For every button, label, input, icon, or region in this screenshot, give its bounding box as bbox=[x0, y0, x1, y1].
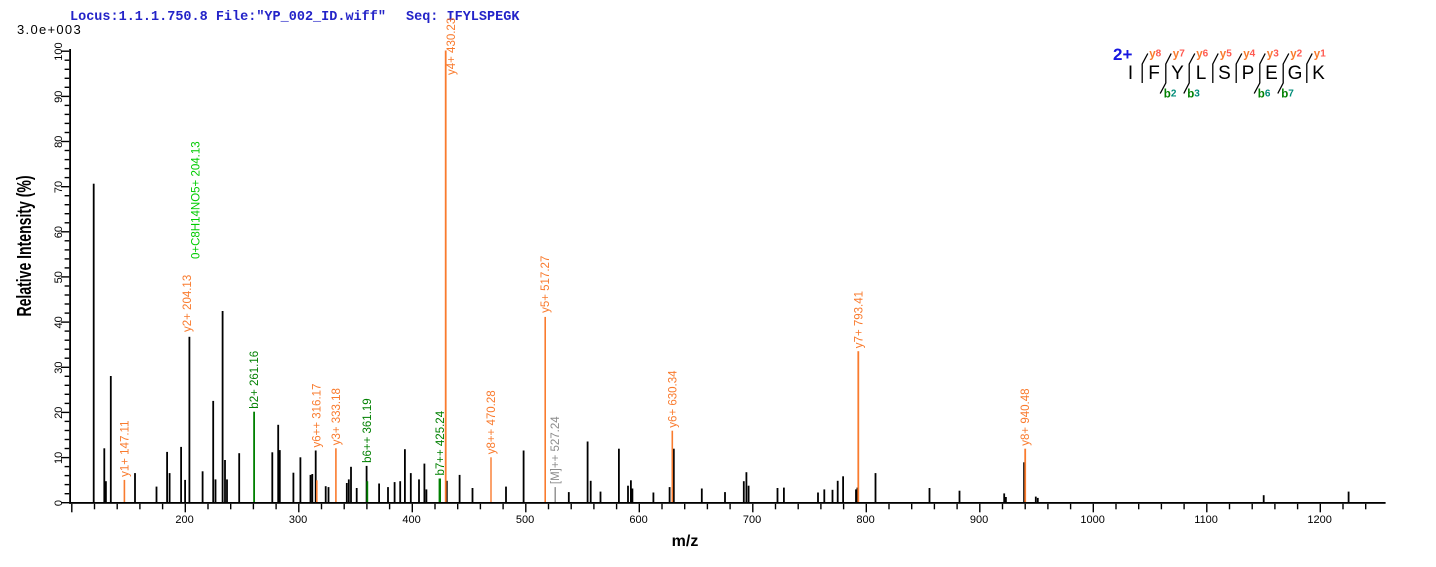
svg-text:K: K bbox=[1312, 63, 1325, 84]
svg-text:b7: b7 bbox=[1281, 89, 1294, 101]
svg-text:E: E bbox=[1265, 63, 1278, 84]
svg-text:y2+ 204.13: y2+ 204.13 bbox=[182, 275, 194, 332]
svg-text:3.0e+003: 3.0e+003 bbox=[17, 22, 82, 37]
svg-text:b2+ 261.16: b2+ 261.16 bbox=[249, 351, 261, 409]
svg-text:b6++ 361.19: b6++ 361.19 bbox=[362, 398, 374, 463]
svg-text:1000: 1000 bbox=[1080, 514, 1104, 526]
svg-text:Relative Intensity (%): Relative Intensity (%) bbox=[14, 176, 36, 317]
svg-text:P: P bbox=[1242, 63, 1255, 84]
svg-text:b2: b2 bbox=[1164, 89, 1177, 101]
svg-text:y3+ 333.18: y3+ 333.18 bbox=[331, 388, 343, 445]
svg-text:y7: y7 bbox=[1173, 49, 1185, 61]
svg-text:Locus:1.1.1.750.8 File:"YP_002: Locus:1.1.1.750.8 File:"YP_002_ID.wiff" bbox=[70, 10, 386, 25]
svg-text:10: 10 bbox=[53, 452, 65, 464]
svg-text:0+C8H14NO5+ 204.13: 0+C8H14NO5+ 204.13 bbox=[191, 141, 203, 259]
svg-text:40: 40 bbox=[53, 316, 65, 328]
svg-text:0: 0 bbox=[53, 500, 65, 506]
svg-text:y3: y3 bbox=[1267, 49, 1279, 61]
svg-text:m/z: m/z bbox=[672, 533, 699, 550]
svg-text:b7++ 425.24: b7++ 425.24 bbox=[435, 410, 447, 475]
svg-text:60: 60 bbox=[53, 226, 65, 238]
svg-text:50: 50 bbox=[53, 271, 65, 283]
svg-text:y5: y5 bbox=[1220, 49, 1232, 61]
svg-text:y1+ 147.11: y1+ 147.11 bbox=[119, 421, 131, 477]
svg-text:30: 30 bbox=[53, 361, 65, 373]
svg-text:y7+ 793.41: y7+ 793.41 bbox=[853, 291, 865, 348]
svg-text:700: 700 bbox=[743, 514, 761, 526]
svg-text:[M]++ 527.24: [M]++ 527.24 bbox=[550, 416, 562, 484]
svg-text:400: 400 bbox=[402, 514, 420, 526]
svg-text:Seq: IFYLSPEGK: Seq: IFYLSPEGK bbox=[406, 10, 520, 25]
svg-text:800: 800 bbox=[856, 514, 874, 526]
svg-text:900: 900 bbox=[970, 514, 988, 526]
svg-text:90: 90 bbox=[53, 91, 65, 103]
svg-text:2+: 2+ bbox=[1113, 45, 1132, 64]
svg-text:y8+ 940.48: y8+ 940.48 bbox=[1020, 388, 1032, 445]
svg-text:80: 80 bbox=[53, 136, 65, 148]
svg-text:G: G bbox=[1288, 63, 1303, 84]
svg-text:500: 500 bbox=[516, 514, 534, 526]
svg-text:300: 300 bbox=[289, 514, 307, 526]
svg-text:100: 100 bbox=[53, 42, 65, 60]
svg-text:L: L bbox=[1196, 63, 1207, 84]
svg-text:1200: 1200 bbox=[1307, 514, 1331, 526]
svg-text:F: F bbox=[1148, 63, 1160, 84]
svg-text:y8: y8 bbox=[1149, 49, 1161, 61]
svg-text:y5+ 517.27: y5+ 517.27 bbox=[540, 256, 552, 313]
svg-text:b6: b6 bbox=[1258, 89, 1271, 101]
svg-text:600: 600 bbox=[629, 514, 647, 526]
svg-text:20: 20 bbox=[53, 407, 65, 419]
svg-text:y1: y1 bbox=[1314, 49, 1326, 61]
svg-text:1100: 1100 bbox=[1194, 514, 1218, 526]
svg-text:y8++ 470.28: y8++ 470.28 bbox=[486, 390, 498, 454]
svg-text:y2: y2 bbox=[1290, 49, 1302, 61]
svg-text:y6+ 630.34: y6+ 630.34 bbox=[667, 370, 679, 428]
svg-text:I: I bbox=[1128, 63, 1133, 84]
svg-text:y4+ 430.23: y4+ 430.23 bbox=[446, 18, 458, 75]
svg-text:y4: y4 bbox=[1243, 49, 1255, 61]
svg-text:b3: b3 bbox=[1187, 89, 1200, 101]
svg-text:200: 200 bbox=[175, 514, 193, 526]
svg-text:70: 70 bbox=[53, 181, 65, 193]
svg-text:S: S bbox=[1218, 63, 1231, 84]
svg-text:y6++ 316.17: y6++ 316.17 bbox=[311, 384, 323, 448]
svg-text:y6: y6 bbox=[1196, 49, 1208, 61]
svg-text:Y: Y bbox=[1171, 63, 1184, 84]
